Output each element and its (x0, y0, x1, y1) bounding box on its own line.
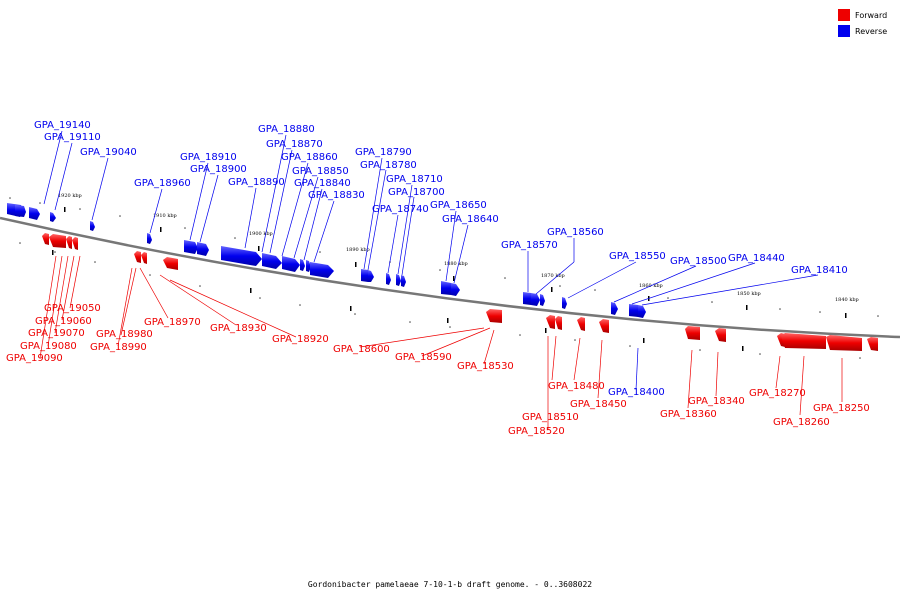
forward-features (42, 233, 878, 351)
legend-forward-label: Forward (855, 11, 887, 20)
tick-label: 1910 kbp (153, 213, 177, 219)
gene-label: GPA_18550 (609, 251, 666, 262)
gene-label: GPA_18780 (360, 160, 417, 171)
gene-label: GPA_18640 (442, 214, 499, 225)
gene-label: GPA_19090 (6, 353, 63, 364)
caption: Gordonibacter pamelaeae 7-10-1-b draft g… (308, 580, 592, 589)
gene-label: GPA_19110 (44, 132, 101, 143)
gene-label: GPA_18700 (388, 187, 445, 198)
gene-label: GPA_18480 (548, 381, 605, 392)
gene-label: GPA_19050 (44, 303, 101, 314)
tick-label: 1900 kbp (249, 231, 273, 237)
tick-label: 1870 kbp (541, 273, 565, 279)
gene-label: GPA_18710 (386, 174, 443, 185)
gene-label: GPA_18600 (333, 344, 390, 355)
gene-label: GPA_18990 (90, 342, 147, 353)
gene-label: GPA_18840 (294, 178, 351, 189)
tick-label: 1880 kbp (444, 261, 468, 267)
reverse-labels: GPA_19140 GPA_19110 GPA_19040 GPA_18960 … (34, 120, 848, 398)
gene-label: GPA_19140 (34, 120, 91, 131)
gene-label: GPA_18960 (134, 178, 191, 189)
forward-leaders (39, 255, 843, 430)
tick-label: 1920 kbp (58, 193, 82, 199)
gene-label: GPA_18260 (773, 417, 830, 428)
reverse-leaders (43, 130, 819, 391)
reverse-features (7, 203, 646, 318)
gene-label: GPA_18520 (508, 426, 565, 437)
gene-label: GPA_18910 (180, 152, 237, 163)
gene-label: GPA_18920 (272, 334, 329, 345)
gene-label: GPA_18450 (570, 399, 627, 410)
gene-label: GPA_18790 (355, 147, 412, 158)
gene-label: GPA_19080 (20, 341, 77, 352)
gene-label: GPA_18400 (608, 387, 665, 398)
legend: Forward Reverse (838, 9, 887, 37)
gene-label: GPA_18870 (266, 139, 323, 150)
gene-label: GPA_18980 (96, 329, 153, 340)
gene-label: GPA_18270 (749, 388, 806, 399)
track-guides (9, 197, 879, 359)
forward-labels: GPA_19050 GPA_19060 GPA_19070 GPA_19080 … (6, 303, 870, 437)
gene-label: GPA_18900 (190, 164, 247, 175)
legend-reverse-label: Reverse (855, 27, 887, 36)
gene-label: GPA_18650 (430, 200, 487, 211)
gene-label: GPA_18570 (501, 240, 558, 251)
genome-backbone (0, 216, 900, 339)
tick-label: 1840 kbp (835, 297, 859, 303)
gene-label: GPA_19060 (35, 316, 92, 327)
gene-label: GPA_18530 (457, 361, 514, 372)
gene-label: GPA_18340 (688, 396, 745, 407)
gene-label: GPA_18890 (228, 177, 285, 188)
gene-label: GPA_18860 (281, 152, 338, 163)
gene-label: GPA_19040 (80, 147, 137, 158)
gene-label: GPA_18590 (395, 352, 452, 363)
legend-forward-swatch (838, 9, 850, 21)
tick-label: 1850 kbp (737, 291, 761, 297)
gene-label: GPA_18850 (292, 166, 349, 177)
gene-label: GPA_18500 (670, 256, 727, 267)
legend-reverse-swatch (838, 25, 850, 37)
gene-label: GPA_18560 (547, 227, 604, 238)
gene-label: GPA_18440 (728, 253, 785, 264)
gene-label: GPA_18510 (522, 412, 579, 423)
gene-label: GPA_18880 (258, 124, 315, 135)
gene-label: GPA_18360 (660, 409, 717, 420)
gene-label: GPA_18410 (791, 265, 848, 276)
tick-label: 1890 kbp (346, 247, 370, 253)
gene-label: GPA_18830 (308, 190, 365, 201)
gene-label: GPA_18930 (210, 323, 267, 334)
gene-label: GPA_18970 (144, 317, 201, 328)
gene-label: GPA_19070 (28, 328, 85, 339)
gene-label: GPA_18740 (372, 204, 429, 215)
gene-label: GPA_18250 (813, 403, 870, 414)
